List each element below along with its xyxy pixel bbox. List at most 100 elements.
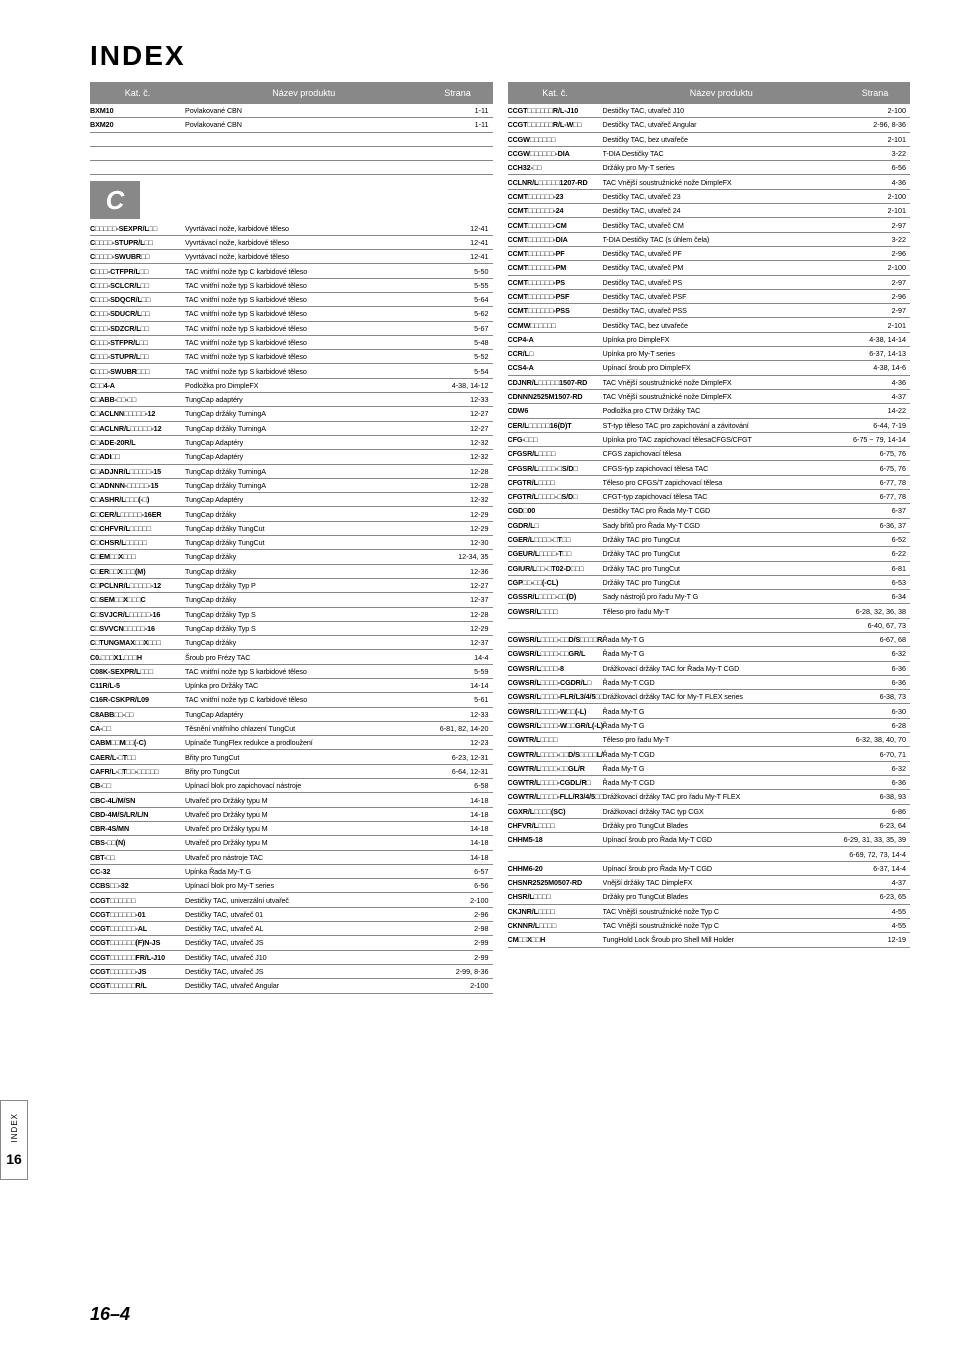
cell-cat: CCMW□□□□□□ <box>508 321 603 330</box>
table-row: C□□□□□-SEXPR/L□□Vyvrtávací nože, karbido… <box>90 221 493 235</box>
table-row: C□□□-SCLCR/L□□TAC vnitřní nože typ S kar… <box>90 279 493 293</box>
cell-cat: CCGT□□□□□□R/L <box>90 981 185 990</box>
table-row: CGWSR/L□□□□Těleso pro řadu My-T6-28, 32,… <box>508 604 911 618</box>
cell-prod: Destičky TAC, utvařeč PF <box>603 249 841 258</box>
table-header: Kat. č. Název produktu Strana <box>90 82 493 104</box>
cell-cat: CCGW□□□□□□-DIA <box>508 149 603 158</box>
cell-cat: CCMT□□□□□□-CM <box>508 221 603 230</box>
cell-page: 5-52 <box>423 352 493 361</box>
cell-page: 12-33 <box>423 710 493 719</box>
cell-prod: Upínače TungFlex redukce a prodloužení <box>185 738 423 747</box>
cell-cat: C□□4-A <box>90 381 185 390</box>
table-row: CCGW□□□□□□Destičky TAC, bez utvařeče2-10… <box>508 133 911 147</box>
cell-cat: C□□□□-STUPR/L□□ <box>90 238 185 247</box>
cell-page: 12-28 <box>423 610 493 619</box>
table-row: C08K-SEXPR/L□□□TAC vnitřní nože typ S ka… <box>90 665 493 679</box>
table-row: C□ASHR/L□□□(-□)TungCap Adaptéry12-32 <box>90 493 493 507</box>
cell-page: 6-52 <box>840 535 910 544</box>
cell-page: 4-55 <box>840 907 910 916</box>
cell-cat: C□□□□-SWUBR□□ <box>90 252 185 261</box>
cell-page: 12-29 <box>423 624 493 633</box>
cell-cat: CFG-□□□ <box>508 435 603 444</box>
cell-page: 6-75, 76 <box>840 449 910 458</box>
cell-cat: CGWTR/L□□□□-□□GL/R <box>508 764 603 773</box>
cell-prod: TAC Vnější soustružnické nože DimpleFX <box>603 392 841 401</box>
cell-page: 6-70, 71 <box>840 750 910 759</box>
cell-page: 12-28 <box>423 467 493 476</box>
cell-page: 14-18 <box>423 824 493 833</box>
table-row: C□□□-SDQCR/L□□TAC vnitřní nože typ S kar… <box>90 293 493 307</box>
cell-cat: CM□□X□□H <box>508 935 603 944</box>
cell-cat: C□□□□□-SEXPR/L□□ <box>90 224 185 233</box>
cell-prod: Upínka pro My-T series <box>603 349 841 358</box>
footer-page-num: 16–4 <box>90 1304 130 1325</box>
cell-cat: C□CHFVR/L□□□□□ <box>90 524 185 533</box>
cell-page: 12-41 <box>423 224 493 233</box>
table-row: C□PCLNR/L□□□□□-12TungCap držáky Typ P12-… <box>90 579 493 593</box>
cell-prod: Utvařeč pro Držáky typu M <box>185 824 423 833</box>
cell-cat: C□TUNGMAX□□X□□□ <box>90 638 185 647</box>
cell-page: 5-62 <box>423 309 493 318</box>
cell-prod: TungCap držáky TurningA <box>185 481 423 490</box>
cell-page: 12-33 <box>423 395 493 404</box>
cell-page: 12-30 <box>423 538 493 547</box>
cell-cat: CGWTR/L□□□□-CGDL/R□ <box>508 778 603 787</box>
cell-prod: Podložka pro CTW Držáky TAC <box>603 406 841 415</box>
cell-cat: BXM10 <box>90 106 185 115</box>
cell-cat: C□ACLNN□□□□□-12 <box>90 409 185 418</box>
table-row: C□ADNNN-□□□□□-15TungCap držáky TurningA1… <box>90 479 493 493</box>
cell-page: 6-86 <box>840 807 910 816</box>
cell-page: 12-32 <box>423 438 493 447</box>
cell-cat: C□CHSR/L□□□□□ <box>90 538 185 547</box>
table-row: CCGT□□□□□□Destičky TAC, univerzální utva… <box>90 893 493 907</box>
cell-prod: Vyvrtávací nože, karbidové těleso <box>185 224 423 233</box>
table-row: 6-69, 72, 73, 14-4 <box>508 847 911 861</box>
cell-prod: Destičky TAC, utvařeč CM <box>603 221 841 230</box>
cell-prod: TungCap držáky Typ S <box>185 624 423 633</box>
cell-cat: CABM□□M□□(-C) <box>90 738 185 747</box>
table-row: CGWSR/L□□□□-W□□GR/L(-L)Řada My-T G6-28 <box>508 719 911 733</box>
table-row: CGWSR/L□□□□-W□□(-L)Řada My-T G6-30 <box>508 704 911 718</box>
header-page: Strana <box>840 88 910 98</box>
table-row: CHFVR/L□□□□Držáky pro TungCut Blades6-23… <box>508 819 911 833</box>
cell-page: 2-100 <box>423 896 493 905</box>
cell-prod: TAC vnitřní nože typ S karbidové těleso <box>185 367 423 376</box>
cell-page: 2-97 <box>840 306 910 315</box>
left-column: Kat. č. Název produktu Strana BXM10Povla… <box>90 82 493 994</box>
cell-prod: TAC Vnější soustružnické nože DimpleFX <box>603 178 841 187</box>
cell-page: 6-36 <box>840 678 910 687</box>
table-row: CFGSR/L□□□□-□S/D□CFGS-typ zapichovací tě… <box>508 461 911 475</box>
cell-prod: TAC vnitřní nože typ S karbidové těleso <box>185 352 423 361</box>
cell-cat: CDJNR/L□□□□□1507-RD <box>508 378 603 387</box>
cell-cat: CGP□□-□□(-CL) <box>508 578 603 587</box>
cell-cat: CGER/L□□□□-□T□□ <box>508 535 603 544</box>
cell-prod: T-DIA Destičky TAC (s úhlem čela) <box>603 235 841 244</box>
cell-prod: TungCap držáky TurningA <box>185 424 423 433</box>
cell-page: 6-56 <box>423 881 493 890</box>
cell-cat: CCGW□□□□□□ <box>508 135 603 144</box>
cell-page: 14-18 <box>423 838 493 847</box>
cell-prod: TungCap Adaptéry <box>185 710 423 719</box>
table-row: C□SVJCR/L□□□□□-16TungCap držáky Typ S12-… <box>90 608 493 622</box>
cell-cat: CKNNR/L□□□□ <box>508 921 603 930</box>
cell-page: 6-75 ~ 79, 14-14 <box>840 435 910 444</box>
table-row: CM□□X□□HTungHold Lock Šroub pro Shell Mi… <box>508 933 911 947</box>
cell-page: 2-96 <box>840 292 910 301</box>
cell-cat: CHSNR2525M0507-RD <box>508 878 603 887</box>
cell-cat: CBT-□□ <box>90 853 185 862</box>
table-row: C□TUNGMAX□□X□□□TungCap držáky12-37 <box>90 636 493 650</box>
cell-page: 14-14 <box>423 681 493 690</box>
cell-cat: CGXR/L□□□□(SC) <box>508 807 603 816</box>
cell-page: 4-38, 14-6 <box>840 363 910 372</box>
table-row: CGWTR/L□□□□Těleso pro řadu My-T6-32, 38,… <box>508 733 911 747</box>
cell-cat: CCMT□□□□□□-PF <box>508 249 603 258</box>
cell-page: 12-23 <box>423 738 493 747</box>
cell-prod: Upínka Řada My-T G <box>185 867 423 876</box>
table-row: CCMT□□□□□□-23Destičky TAC, utvařeč 232-1… <box>508 190 911 204</box>
cell-page: 14-22 <box>840 406 910 415</box>
cell-prod: TAC vnitřní nože typ S karbidové těleso <box>185 667 423 676</box>
table-row: C□□4-APodložka pro DimpleFX4-38, 14-12 <box>90 379 493 393</box>
cell-prod: Držáky TAC pro TungCut <box>603 578 841 587</box>
cell-page: 2-97 <box>840 278 910 287</box>
cell-prod: TAC vnitřní nože typ C karbidové těleso <box>185 267 423 276</box>
